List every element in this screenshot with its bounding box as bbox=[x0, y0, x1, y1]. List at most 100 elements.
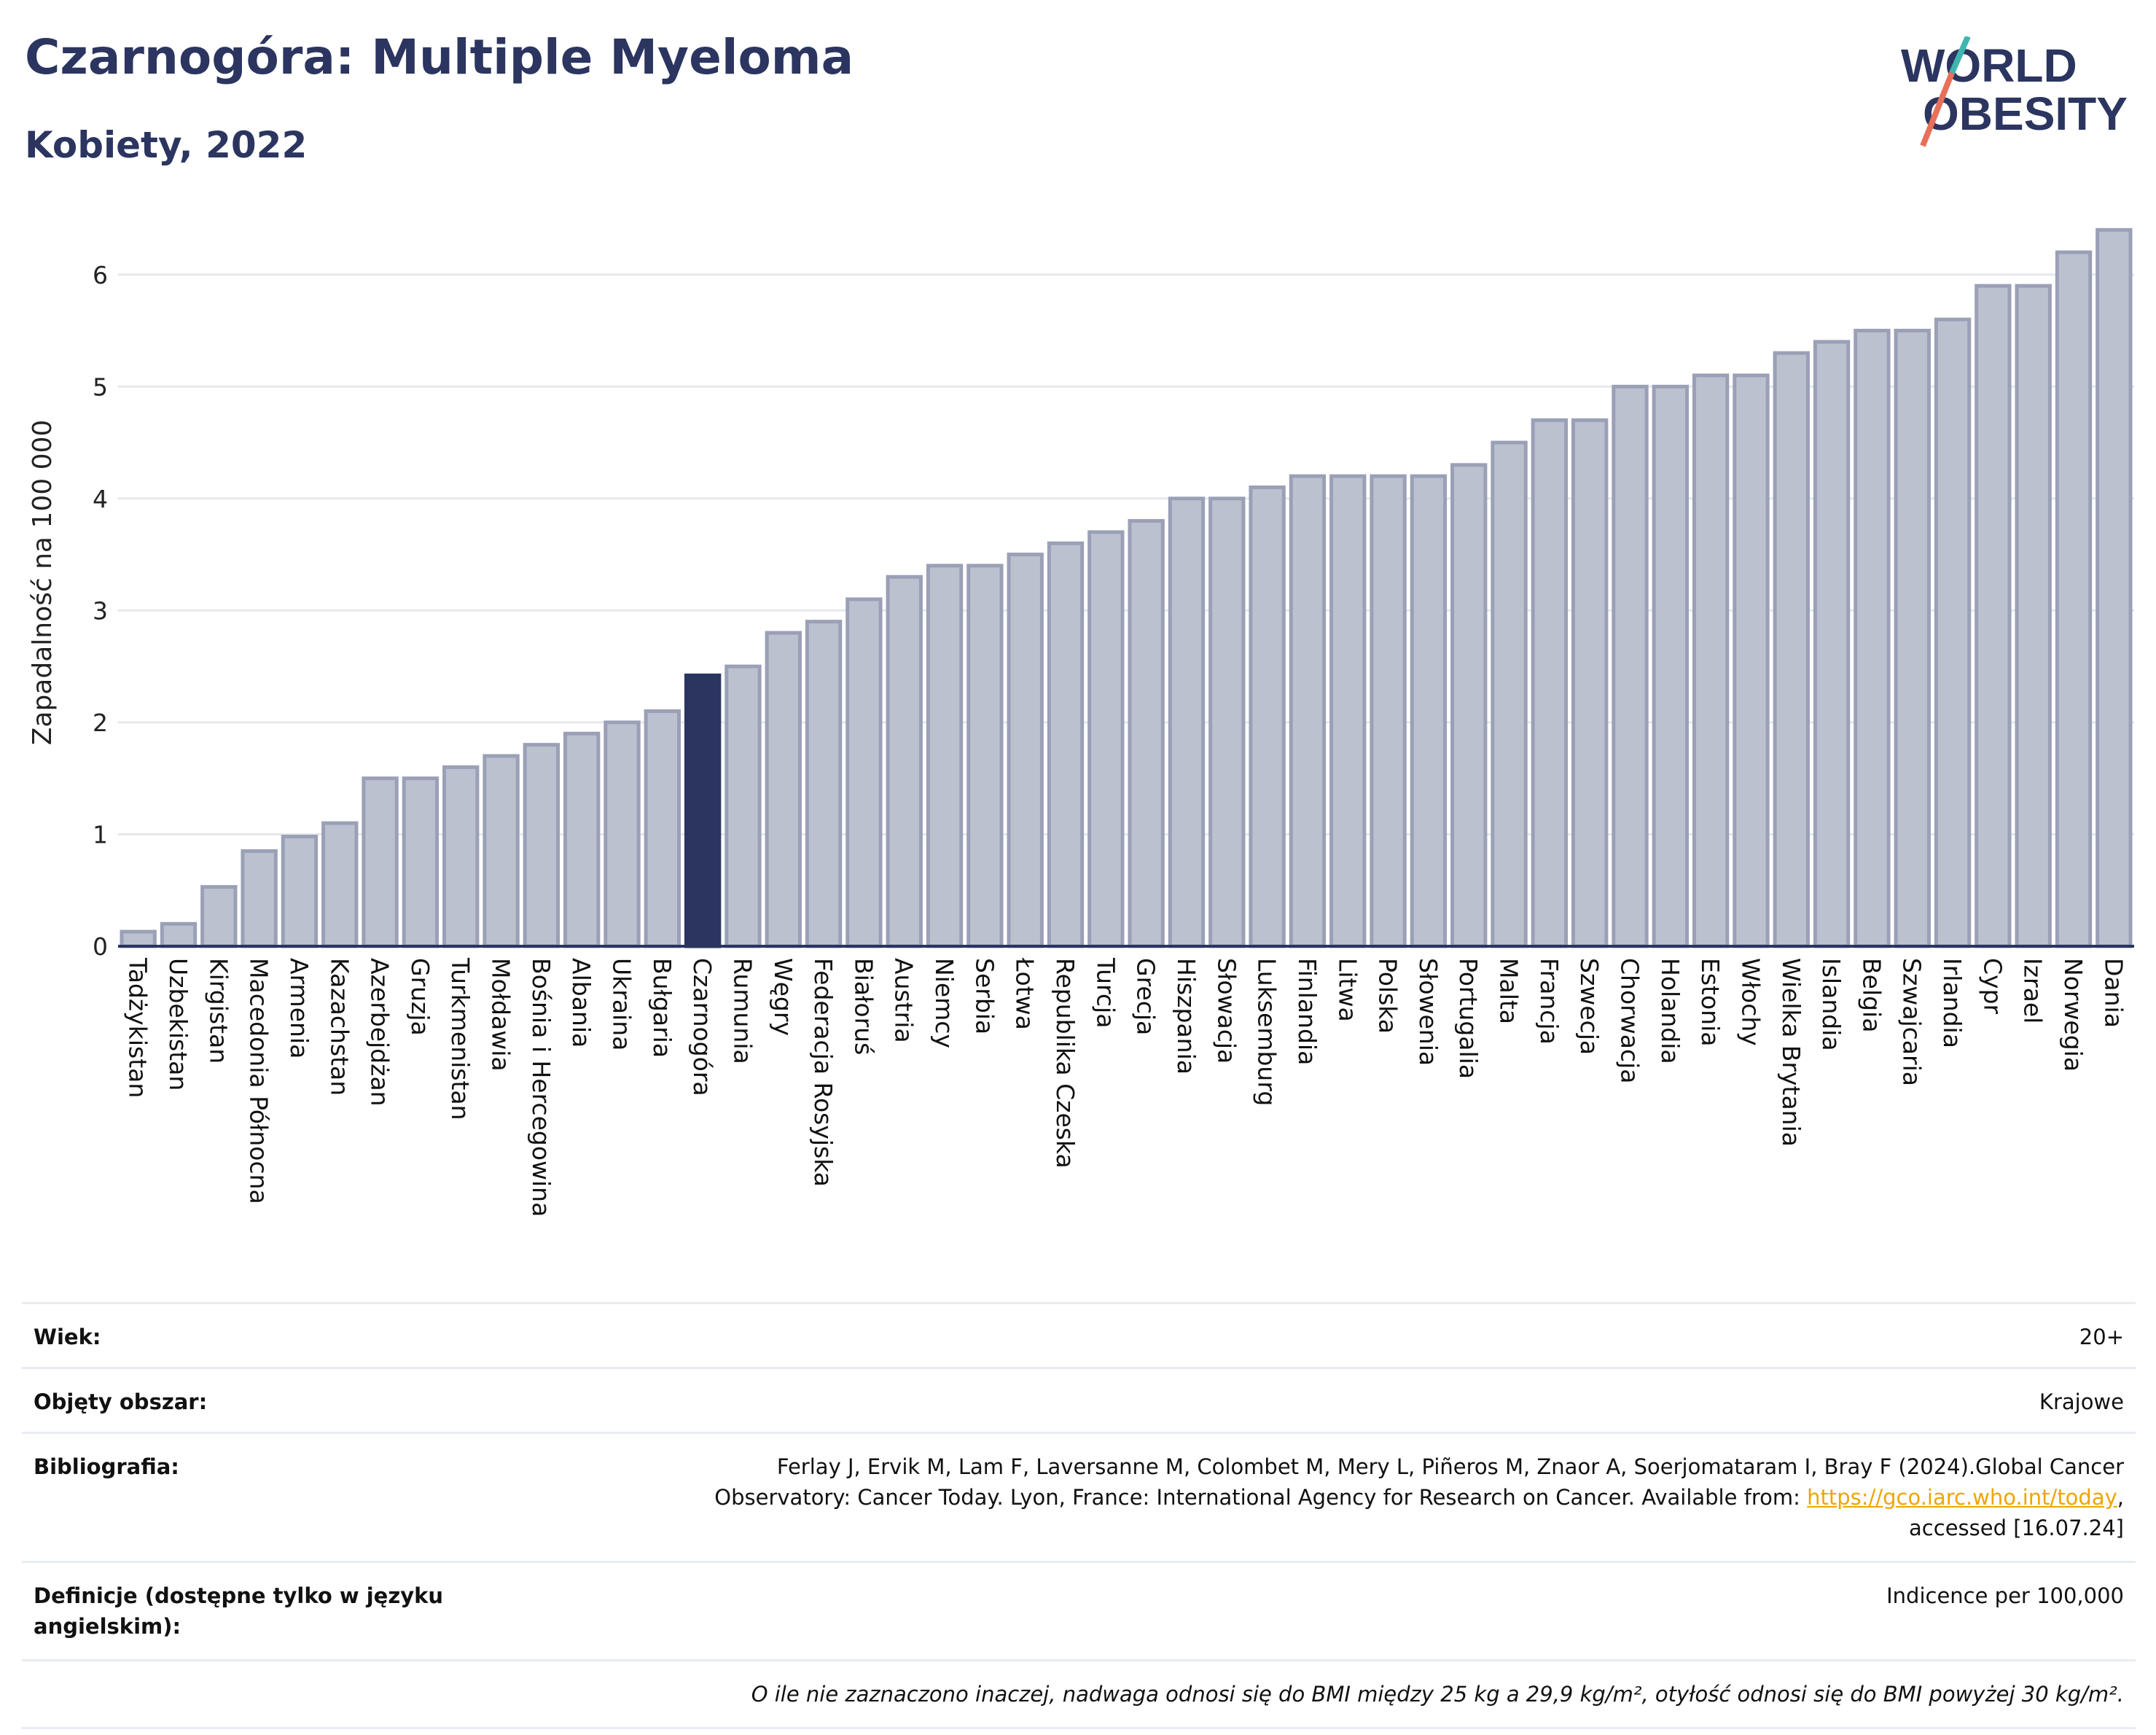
bar bbox=[1168, 496, 1206, 948]
bar bbox=[442, 765, 480, 948]
bibliography-link[interactable]: https://gco.iarc.who.int/today bbox=[1807, 1485, 2117, 1510]
y-tick-label: 0 bbox=[93, 932, 108, 961]
bar bbox=[1329, 474, 1367, 948]
bar bbox=[1813, 340, 1851, 948]
x-tick-label: Islandia bbox=[1817, 958, 1846, 1051]
x-tick-label: Niemcy bbox=[930, 958, 958, 1048]
bar bbox=[1652, 384, 1690, 948]
y-tick-label: 3 bbox=[93, 596, 108, 625]
x-tick-label: Kazachstan bbox=[325, 958, 354, 1096]
bar bbox=[886, 574, 923, 948]
x-tick-label: Irlandia bbox=[1938, 958, 1966, 1048]
y-tick-label: 2 bbox=[93, 709, 108, 737]
metadata-table: Wiek: 20+ Objęty obszar: Krajowe Bibliog… bbox=[22, 1302, 2136, 1729]
x-tick-label: Serbia bbox=[970, 958, 999, 1034]
bar bbox=[523, 743, 561, 948]
x-tick-label: Węgry bbox=[769, 958, 797, 1036]
x-tick-label: Mołdawia bbox=[487, 958, 515, 1072]
bar bbox=[604, 720, 641, 948]
chart-subtitle: Kobiety, 2022 bbox=[25, 124, 308, 166]
bar bbox=[1410, 474, 1448, 948]
x-tick-label: Francja bbox=[1535, 958, 1563, 1045]
bar bbox=[1571, 418, 1609, 948]
x-tick-label: Włochy bbox=[1736, 958, 1765, 1046]
x-tick-label: Czarnogóra bbox=[688, 958, 716, 1096]
x-tick-label: Tadżykistan bbox=[124, 957, 152, 1098]
bar bbox=[2096, 227, 2133, 948]
bar bbox=[120, 929, 157, 948]
bar-chart: 0 1 2 3 4 5 6 Zapadalność na 100 000 Tadżykistan… bbox=[28, 227, 2134, 1217]
bar bbox=[1894, 329, 1931, 948]
x-tick-label: Uzbekistan bbox=[164, 958, 192, 1091]
bar bbox=[1934, 317, 1972, 948]
bar bbox=[1692, 373, 1730, 948]
bar bbox=[321, 821, 359, 948]
bar bbox=[2055, 250, 2093, 948]
bar bbox=[1128, 519, 1165, 948]
bar bbox=[1854, 329, 1891, 948]
x-tick-label: Finlandia bbox=[1293, 958, 1321, 1065]
bar bbox=[1289, 474, 1327, 948]
x-tick-label: Luksemburg bbox=[1253, 958, 1281, 1106]
x-tick-label: Estonia bbox=[1696, 958, 1725, 1046]
bar bbox=[483, 754, 520, 948]
x-tick-label: Macedonia Północna bbox=[245, 958, 273, 1204]
bar bbox=[966, 564, 1004, 948]
y-axis-label: Zapadalność na 100 000 bbox=[28, 420, 58, 746]
bar bbox=[160, 921, 198, 948]
bibliography-line2: Observatory: Cancer Today. Lyon, France:… bbox=[485, 1482, 2124, 1513]
bar bbox=[1733, 373, 1770, 948]
bar bbox=[765, 631, 802, 948]
x-tick-label: Republika Czeska bbox=[1051, 958, 1079, 1169]
x-tick-label: Gruzja bbox=[406, 958, 434, 1036]
x-tick-label: Norwegia bbox=[2059, 958, 2087, 1072]
logo-slash-upper bbox=[1949, 36, 1971, 74]
area-label: Objęty obszar: bbox=[34, 1389, 208, 1414]
bar bbox=[1249, 485, 1286, 948]
x-tick-label: Cypr bbox=[1978, 958, 2007, 1015]
bar bbox=[1007, 553, 1044, 948]
x-tick-label: Szwajcaria bbox=[1898, 958, 1926, 1086]
bar-highlight bbox=[684, 673, 722, 948]
x-tick-label: Belgia bbox=[1857, 958, 1886, 1032]
meta-row-footnote: O ile nie zaznaczono inaczej, nadwaga od… bbox=[22, 1659, 2136, 1729]
logo-line2: OBESITY bbox=[1923, 87, 2128, 140]
x-tick-label: Dania bbox=[2099, 958, 2128, 1028]
y-tick-label: 1 bbox=[93, 820, 108, 849]
chart-title: Czarnogóra: Multiple Myeloma bbox=[25, 29, 854, 85]
bar bbox=[241, 849, 278, 948]
x-tick-label: Słowacja bbox=[1212, 958, 1241, 1064]
bar bbox=[1450, 463, 1488, 948]
y-tick-label: 4 bbox=[93, 485, 108, 513]
bar bbox=[1208, 496, 1246, 948]
bar bbox=[1773, 351, 1810, 948]
world-obesity-logo: WORLD OBESITY bbox=[1901, 36, 2128, 147]
x-tick-label: Austria bbox=[890, 958, 918, 1043]
bibliography-line1: Ferlay J, Ervik M, Lam F, Laversanne M, … bbox=[776, 1454, 2124, 1479]
bar bbox=[1975, 284, 2012, 948]
x-tick-label: Turcja bbox=[1091, 957, 1120, 1028]
bibliography-value: Ferlay J, Ervik M, Lam F, Laversanne M, … bbox=[485, 1451, 2124, 1543]
x-tick-label: Szwecja bbox=[1575, 958, 1604, 1055]
x-tick-label: Litwa bbox=[1333, 958, 1362, 1022]
x-tick-label: Azerbejdżan bbox=[366, 958, 394, 1107]
age-label: Wiek: bbox=[34, 1325, 101, 1349]
bar bbox=[1491, 440, 1528, 948]
bar bbox=[2015, 284, 2052, 948]
bibliography-line2-text: Observatory: Cancer Today. Lyon, France:… bbox=[714, 1485, 1808, 1510]
logo-line1: WORLD bbox=[1901, 39, 2077, 92]
bar bbox=[1612, 384, 1649, 948]
area-value: Krajowe bbox=[2039, 1389, 2124, 1414]
x-tick-label: Malta bbox=[1495, 958, 1523, 1024]
bibliography-line3: accessed [16.07.24] bbox=[1909, 1516, 2124, 1540]
x-tick-label: Chorwacja bbox=[1616, 958, 1644, 1083]
footnote: O ile nie zaznaczono inaczej, nadwaga od… bbox=[751, 1682, 2124, 1707]
x-tick-label: Holandia bbox=[1656, 958, 1684, 1064]
meta-row-age: Wiek: 20+ bbox=[22, 1302, 2136, 1367]
x-tick-label: Federacja Rosyjska bbox=[809, 958, 837, 1187]
x-tick-label: Rumunia bbox=[728, 958, 757, 1064]
bar bbox=[362, 776, 399, 948]
definitions-value: Indicence per 100,000 bbox=[1886, 1583, 2124, 1608]
bar bbox=[926, 564, 964, 948]
bar bbox=[805, 620, 843, 948]
